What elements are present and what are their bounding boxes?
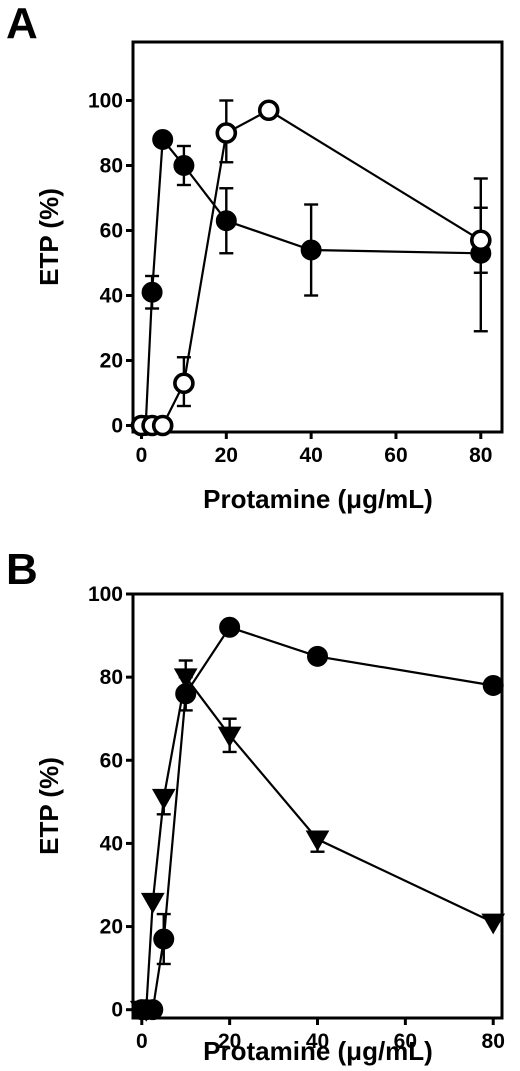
y-axis-title: ETP (%) bbox=[34, 188, 64, 286]
data-point bbox=[469, 229, 492, 252]
data-point bbox=[153, 928, 175, 950]
data-point bbox=[305, 830, 330, 852]
x-axis-title: Protamine (μg/mL) bbox=[203, 484, 433, 514]
data-point bbox=[152, 129, 174, 150]
y-tick-label: 100 bbox=[88, 583, 123, 606]
data-point bbox=[173, 668, 198, 690]
y-tick-label: 0 bbox=[111, 999, 123, 1022]
data-point bbox=[134, 1000, 159, 1022]
data-point bbox=[173, 372, 195, 395]
data-point bbox=[217, 726, 242, 748]
y-tick-label: 20 bbox=[100, 350, 123, 373]
data-point bbox=[141, 281, 163, 303]
data-point bbox=[151, 414, 174, 437]
data-point bbox=[481, 913, 506, 935]
series-2 bbox=[130, 99, 492, 437]
y-tick-label: 80 bbox=[100, 666, 123, 689]
panel-letter: B bbox=[6, 545, 38, 594]
y-tick-label: 60 bbox=[100, 220, 123, 243]
series-line bbox=[141, 674, 494, 1011]
series-line bbox=[141, 136, 481, 427]
x-tick-label: 60 bbox=[384, 444, 407, 467]
data-point bbox=[257, 99, 280, 122]
plot-frame bbox=[131, 40, 504, 434]
y-tick-label: 0 bbox=[111, 415, 123, 438]
y-axis-title: ETP (%) bbox=[34, 757, 64, 855]
x-tick-label: 80 bbox=[469, 444, 492, 467]
data-point bbox=[151, 788, 176, 810]
x-tick-label: 20 bbox=[218, 1030, 241, 1053]
data-point bbox=[219, 616, 241, 638]
x-tick-label: 80 bbox=[482, 1030, 505, 1053]
series-line bbox=[141, 625, 494, 1011]
y-tick-label: 40 bbox=[100, 285, 123, 308]
data-point bbox=[300, 239, 322, 261]
x-tick-label: 0 bbox=[136, 1030, 148, 1053]
data-point bbox=[307, 645, 328, 667]
y-tick-label: 20 bbox=[100, 916, 123, 939]
y-tick-label: 40 bbox=[100, 832, 123, 855]
x-tick-label: 60 bbox=[394, 1030, 417, 1053]
x-tick-label: 20 bbox=[215, 444, 238, 467]
x-tick-label: 40 bbox=[306, 1030, 329, 1053]
panel-letter: A bbox=[6, 0, 38, 48]
y-tick-label: 80 bbox=[100, 155, 123, 178]
y-tick-label: 100 bbox=[88, 90, 123, 113]
data-point bbox=[482, 674, 504, 696]
x-tick-label: 40 bbox=[299, 444, 322, 467]
x-axis-title: Protamine (μg/mL) bbox=[203, 1036, 433, 1066]
x-tick-label: 0 bbox=[136, 444, 148, 467]
panel-a: A 0 20 40 60 80 100 0 20 40 60 80 ETP (%) Protamine (… bbox=[6, 0, 504, 514]
y-tick-label: 60 bbox=[100, 749, 123, 772]
series-2 bbox=[129, 659, 506, 1022]
data-point bbox=[215, 210, 237, 232]
data-point bbox=[215, 122, 238, 144]
panel-b: B 0 20 40 60 80 100 0 20 40 60 80 ETP (%) Protamine (… bbox=[6, 545, 506, 1066]
data-point bbox=[140, 892, 165, 914]
data-point bbox=[173, 155, 195, 176]
